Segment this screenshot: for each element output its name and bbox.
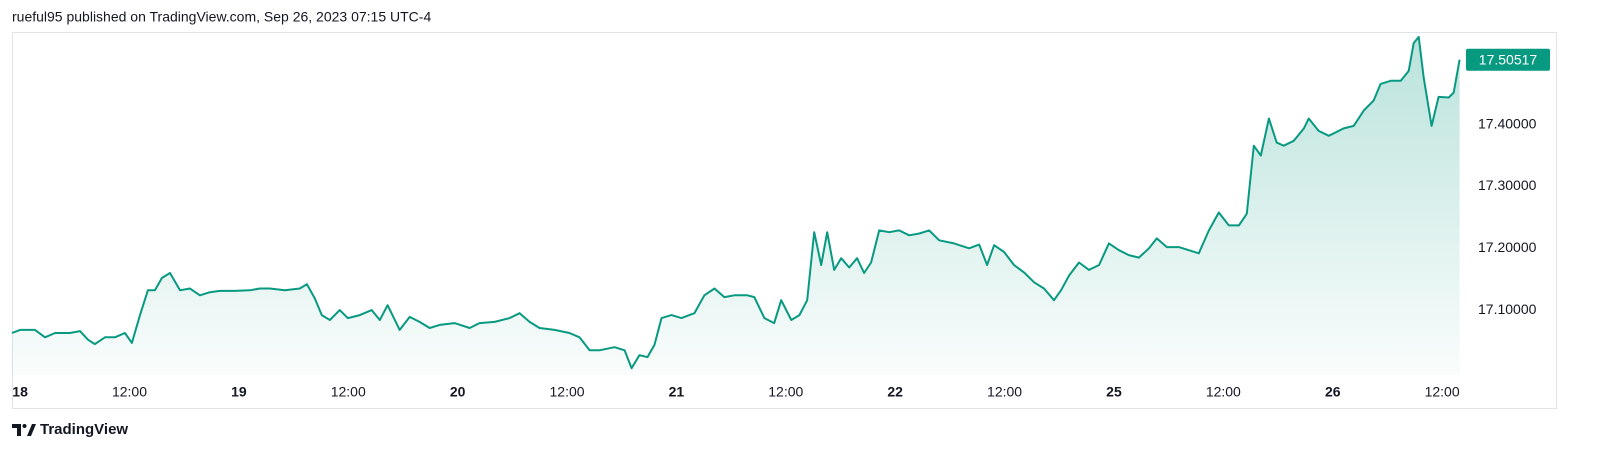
x-tick-label: 21 [669, 384, 685, 400]
y-tick-label: 17.10000 [1478, 301, 1537, 317]
x-tick-label: 12:00 [768, 384, 803, 400]
x-tick-label: 12:00 [550, 384, 585, 400]
attribution: rueful95 published on TradingView.com, S… [12, 9, 431, 25]
x-tick-label: 12:00 [1206, 384, 1241, 400]
logo [12, 424, 36, 436]
price-line [11, 35, 1461, 370]
x-tick-label: 22 [887, 384, 903, 400]
source-label: TradingView [40, 421, 128, 438]
x-tick-label: 26 [1325, 384, 1341, 400]
y-tick-label: 17.30000 [1478, 177, 1537, 193]
chart-frame [12, 32, 1557, 409]
x-tick-label: 20 [450, 384, 466, 400]
x-tick-label: 12:00 [987, 384, 1022, 400]
area-fill [12, 36, 1460, 376]
y-tick-label: 17.20000 [1478, 239, 1537, 255]
x-tick-label: 12:00 [112, 384, 147, 400]
last-price-label: 17.50517 [1479, 51, 1538, 67]
x-tick-label: 25 [1106, 384, 1122, 400]
x-tick-label: 12:00 [1425, 384, 1460, 400]
x-tick-label: 12:00 [331, 384, 366, 400]
x-tick-label: 19 [231, 384, 247, 400]
x-tick-label: 18 [12, 384, 28, 400]
y-tick-label: 17.40000 [1478, 115, 1537, 131]
last-price-badge [1466, 48, 1550, 71]
